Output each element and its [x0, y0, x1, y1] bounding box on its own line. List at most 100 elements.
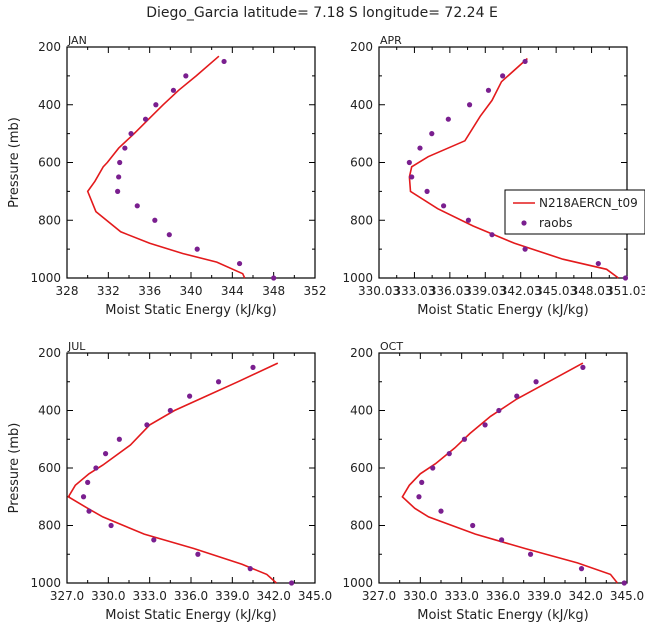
x-tick-label: 336.0 [486, 589, 520, 603]
data-point-raobs [622, 275, 629, 281]
data-point-raobs [430, 465, 436, 471]
figure-title: Diego_Garcia latitude= 7.18 S longitude=… [146, 5, 498, 21]
x-tick-label: 339.0 [527, 589, 561, 603]
data-point-raobs [187, 393, 193, 399]
data-point-raobs [288, 580, 295, 586]
data-point-raobs [183, 73, 189, 79]
panel-oct: OCT 327.0 330.0 333.0 336.0 339.0 342.0 345.0 20… [342, 340, 644, 623]
data-point-raobs [86, 508, 92, 514]
data-point-raobs [461, 436, 468, 442]
plot-frame [66, 46, 316, 279]
data-point-raobs [470, 522, 476, 529]
legend-box [504, 189, 645, 235]
data-point-raobs [419, 479, 425, 485]
y-tick-label: 800 [38, 213, 61, 227]
y-tick-label: 800 [350, 213, 373, 227]
x-tick-label: 328 [56, 284, 79, 298]
x-tick-label: 333.03 [393, 284, 435, 298]
data-point-raobs [142, 116, 149, 122]
data-point-raobs [446, 451, 452, 457]
data-point-raobs [482, 422, 488, 428]
data-point-raobs [116, 436, 122, 442]
data-point-raobs [465, 217, 471, 223]
data-point-raobs [500, 73, 506, 79]
x-tick-label: 336.0 [174, 589, 208, 603]
data-point-raobs [440, 203, 447, 209]
data-point-raobs [85, 479, 91, 485]
x-tick-label: 352 [304, 284, 327, 298]
panels: JAN 328 332 336 340 344 348 352 200 400 600 800 1000… [7, 34, 645, 623]
panel-label: JUL [67, 340, 86, 353]
x-tick-label: 327.0 [50, 589, 84, 603]
data-point-raobs [250, 364, 256, 370]
y-tick-label: 200 [350, 40, 373, 54]
x-tick-label: 336 [138, 284, 161, 298]
x-tick-label: 342.0 [568, 589, 602, 603]
series-line-model [67, 362, 279, 584]
x-tick-label: 345.03 [535, 284, 577, 298]
y-tick-label: 1000 [30, 576, 61, 590]
data-point-raobs [166, 232, 172, 238]
series-line-model [401, 362, 619, 584]
x-axis-label: Moist Static Energy (kJ/kg) [417, 303, 588, 318]
data-point-raobs [417, 145, 423, 151]
series-line-model [408, 57, 619, 279]
x-tick-label: 330.0 [403, 589, 437, 603]
y-tick-label: 800 [350, 519, 373, 533]
plot-frame [378, 46, 628, 279]
y-tick-label: 200 [350, 346, 373, 360]
data-point-raobs [215, 379, 222, 385]
data-point-raobs [221, 58, 227, 65]
data-point-raobs [167, 407, 173, 414]
x-axis-label: Moist Static Energy (kJ/kg) [105, 303, 276, 318]
x-tick-label: 340 [180, 284, 203, 298]
x-tick-label: 351.03 [606, 284, 645, 298]
data-point-raobs [117, 159, 123, 166]
x-tick-label: 339.03 [464, 284, 506, 298]
x-axis-label: Moist Static Energy (kJ/kg) [417, 608, 588, 623]
data-point-raobs [151, 537, 157, 543]
y-tick-label: 600 [350, 156, 373, 170]
data-point-raobs [424, 188, 430, 194]
data-point-raobs [533, 379, 539, 385]
data-point-raobs [271, 275, 277, 281]
y-tick-label: 400 [38, 404, 61, 418]
data-point-raobs [445, 116, 451, 122]
data-point-raobs [621, 580, 627, 586]
data-point-raobs [247, 566, 253, 572]
data-point-raobs [128, 131, 134, 137]
y-tick-label: 400 [38, 98, 61, 112]
data-point-raobs [489, 232, 495, 238]
y-tick-label: 600 [38, 461, 61, 475]
x-tick-label: 336.03 [429, 284, 471, 298]
panel-jul: JUL 327.0 330.0 333.0 336.0 339.0 342.0 345.0 20… [7, 340, 332, 623]
x-tick-label: 345.0 [298, 589, 332, 603]
data-point-raobs [115, 188, 121, 194]
data-point-raobs [80, 494, 87, 500]
y-axis-label: Pressure (mb) [7, 423, 22, 514]
data-point-raobs [485, 87, 492, 93]
y-tick-label: 600 [38, 156, 61, 170]
data-point-raobs [522, 58, 528, 65]
x-tick-label: 333.0 [444, 589, 478, 603]
data-point-raobs [144, 422, 150, 428]
x-axis-label: Moist Static Energy (kJ/kg) [105, 608, 276, 623]
data-point-raobs [153, 102, 159, 108]
series-line-model [86, 55, 246, 279]
x-tick-label: 330.03 [358, 284, 400, 298]
data-point-raobs [522, 246, 528, 252]
data-point-raobs [514, 393, 520, 399]
x-tick-label: 348 [262, 284, 285, 298]
y-tick-label: 1000 [30, 271, 61, 285]
data-point-raobs [194, 246, 200, 252]
data-point-raobs [429, 131, 435, 137]
panel-apr: APR330.03333.03336.03339.03342.03345.033… [342, 34, 645, 318]
x-tick-label: 344 [221, 284, 244, 298]
panel-jan: JAN 328 332 336 340 344 348 352 200 400 600 800 1000… [7, 34, 326, 318]
data-point-raobs [134, 203, 140, 209]
y-axis-label: Pressure (mb) [7, 117, 22, 208]
legend-label-model: N218AERCN_t09 [539, 196, 638, 210]
panel-label: JAN [67, 34, 87, 47]
y-tick-label: 200 [38, 40, 61, 54]
